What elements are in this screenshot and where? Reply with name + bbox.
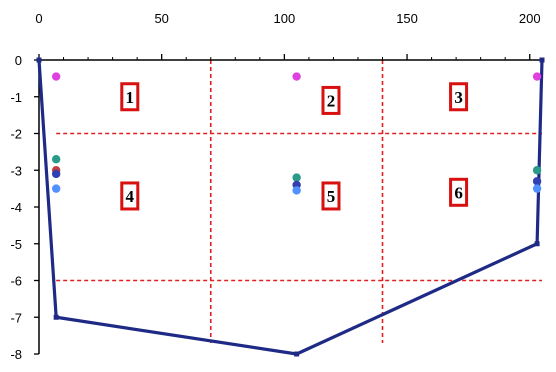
zone-box-5 bbox=[321, 181, 341, 211]
x-tick-label-4: 200 bbox=[519, 11, 541, 26]
data-point-7 bbox=[292, 173, 301, 182]
grid-lines bbox=[56, 60, 542, 343]
zone-box-4 bbox=[120, 181, 140, 211]
data-point-11 bbox=[532, 177, 542, 186]
y-tick-label-0: 0 bbox=[15, 53, 22, 68]
zone-label-3: 3 bbox=[454, 88, 463, 107]
x-tick-label-0: 0 bbox=[35, 11, 42, 26]
data-point-10 bbox=[532, 166, 542, 175]
axes: 0 50 100 150 200 0 -1 -2 -3 -4 -5 -6 -7 -8 bbox=[10, 11, 542, 362]
outline-vertex bbox=[539, 57, 545, 63]
zone-box-1 bbox=[120, 82, 140, 112]
zone-box-6 bbox=[449, 177, 469, 207]
outline-vertex bbox=[534, 241, 540, 247]
x-tick-label-3: 150 bbox=[396, 11, 418, 26]
x-tick-label-2: 100 bbox=[274, 11, 296, 26]
zone-labels: 1 2 3 4 5 6 bbox=[120, 82, 469, 211]
y-tick-label-7: -7 bbox=[10, 310, 22, 325]
zone-label-1: 1 bbox=[126, 88, 135, 107]
outline-vertex bbox=[294, 351, 300, 357]
data-point-1 bbox=[292, 72, 301, 81]
data-point-0 bbox=[51, 72, 61, 81]
x-tick-label-1: 50 bbox=[154, 11, 168, 26]
data-points bbox=[51, 72, 542, 195]
data-point-9 bbox=[292, 186, 301, 195]
outline-vertex bbox=[36, 57, 42, 63]
data-point-2 bbox=[532, 72, 542, 81]
outline-series bbox=[36, 57, 545, 357]
zone-label-4: 4 bbox=[126, 187, 135, 206]
zone-label-6: 6 bbox=[454, 183, 463, 202]
y-tick-label-1: -1 bbox=[10, 90, 22, 105]
zone-box-2 bbox=[321, 85, 341, 115]
y-tick-label-5: -5 bbox=[10, 237, 22, 252]
y-tick-label-4: -4 bbox=[10, 200, 22, 215]
y-tick-label-8: -8 bbox=[10, 347, 22, 362]
data-point-3 bbox=[51, 155, 61, 164]
y-tick-label-3: -3 bbox=[10, 163, 22, 178]
zone-label-2: 2 bbox=[327, 91, 336, 110]
y-tick-label-2: -2 bbox=[10, 127, 22, 142]
data-point-12 bbox=[532, 184, 542, 193]
zone-label-5: 5 bbox=[327, 187, 336, 206]
data-point-6 bbox=[51, 184, 61, 193]
data-point-5 bbox=[51, 169, 61, 179]
outline-vertex bbox=[53, 314, 59, 320]
y-tick-label-6: -6 bbox=[10, 274, 22, 289]
zone-box-3 bbox=[449, 82, 469, 112]
